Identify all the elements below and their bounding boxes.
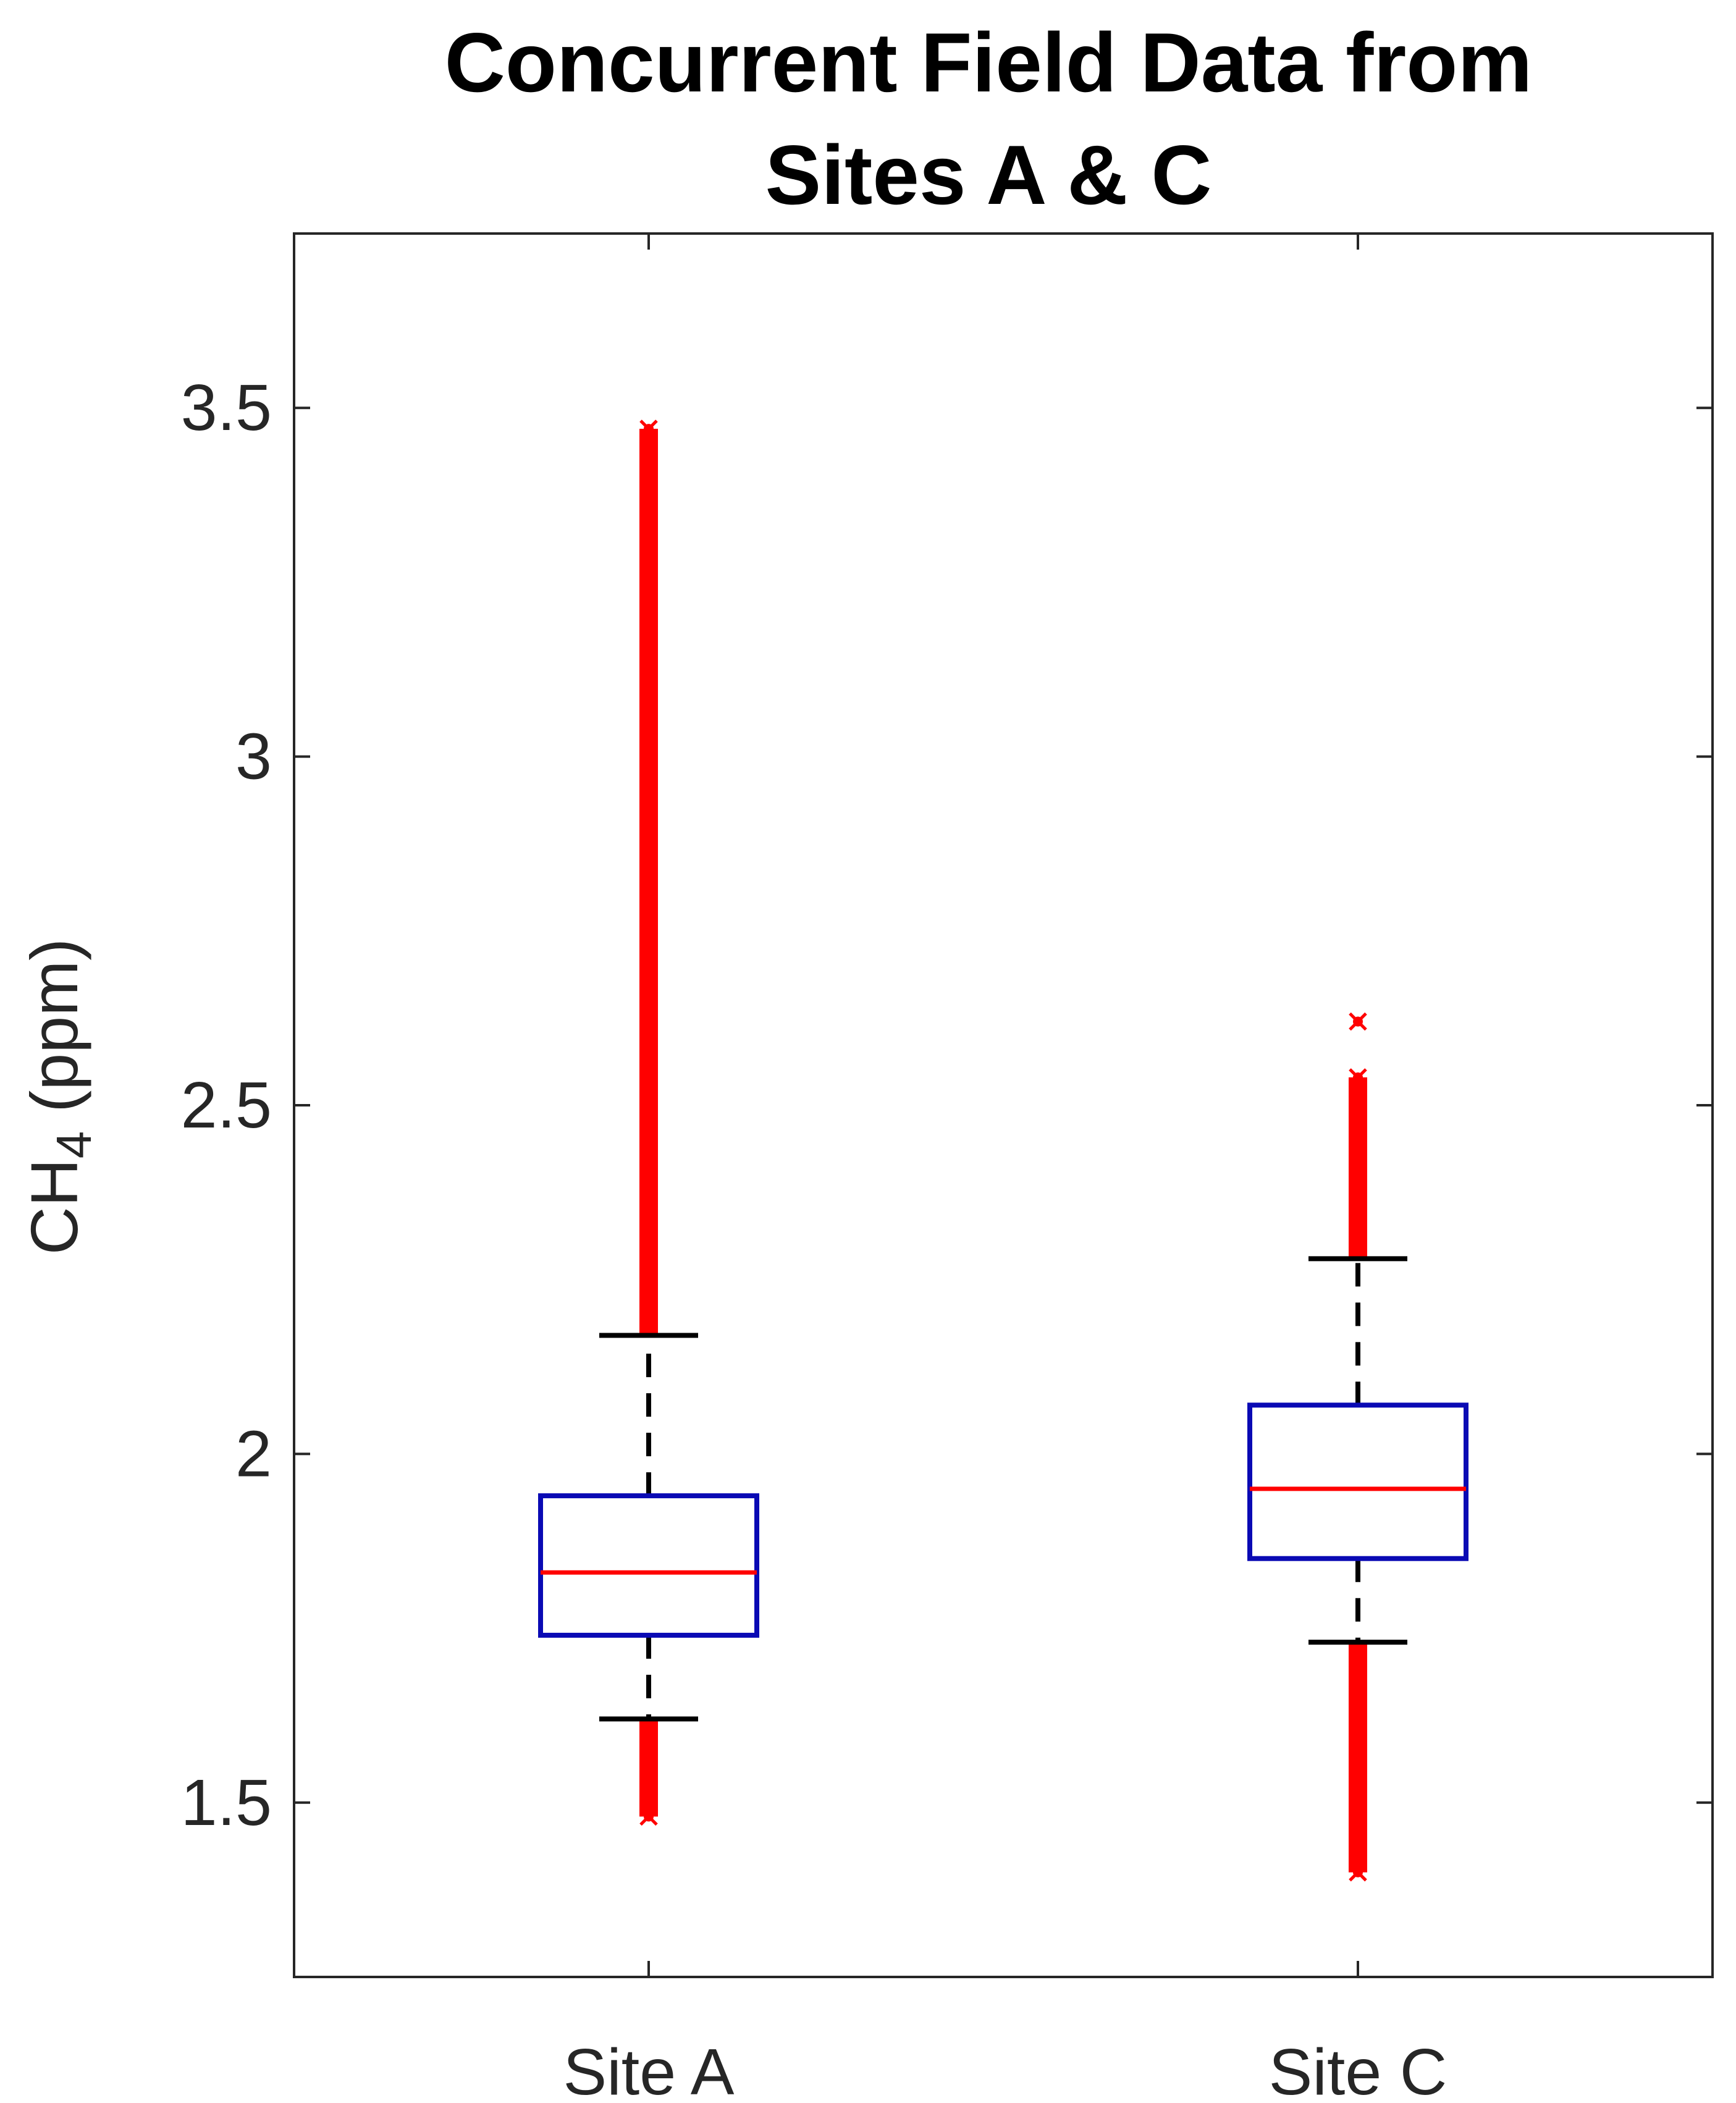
outlier-marker-dot — [1353, 1072, 1363, 1082]
outlier-marker — [639, 433, 658, 452]
outlier-marker-dot — [644, 424, 654, 434]
outlier-marker — [639, 768, 658, 787]
outlier-cloud-low — [639, 1719, 658, 1817]
outlier-marker-dot — [644, 493, 654, 504]
outlier-marker — [639, 489, 658, 508]
y-tick-label: 3 — [235, 720, 272, 793]
outlier-marker-dot — [1353, 1867, 1363, 1878]
outlier-marker — [639, 929, 658, 947]
y-tick-label: 3.5 — [181, 371, 272, 444]
outlier-marker — [639, 579, 658, 599]
plot-area — [538, 419, 1468, 1882]
outlier-marker — [1349, 1012, 1367, 1031]
outlier-marker-dot — [1353, 1763, 1363, 1773]
outlier-marker-dot — [644, 584, 654, 594]
outlier-marker — [1349, 1068, 1367, 1087]
outlier-marker-dot — [644, 933, 654, 943]
box-group-site-a — [538, 419, 759, 1826]
x-tick-label: Site A — [563, 2036, 735, 2103]
outlier-marker — [639, 615, 658, 633]
outlier-marker-dot — [644, 772, 654, 783]
outlier-marker-dot — [644, 619, 654, 630]
chart-title-line-1: Concurrent Field Data from — [445, 15, 1533, 109]
x-tick-label: Site C — [1269, 2036, 1447, 2103]
iqr-box — [538, 1493, 759, 1638]
outlier-marker-dot — [644, 563, 654, 573]
outlier-marker-dot — [644, 437, 654, 448]
y-axis-label-main: CH — [17, 1158, 91, 1255]
y-tick-label: 2 — [235, 1417, 272, 1490]
outlier-cloud-high — [1349, 1077, 1367, 1259]
outlier-marker — [1349, 1863, 1367, 1882]
outlier-marker — [639, 559, 658, 578]
y-axis-label-subscript: 4 — [46, 1131, 101, 1159]
outlier-marker — [639, 1807, 658, 1826]
iqr-box — [1247, 1402, 1468, 1561]
outlier-marker — [639, 419, 658, 438]
outlier-cloud-high — [639, 429, 658, 1336]
chart-title-line-2: Sites A & C — [765, 128, 1212, 222]
y-axis-label-suffix: (ppm) — [17, 938, 91, 1131]
outlier-marker-dot — [644, 605, 654, 615]
outlier-cloud-low — [1349, 1642, 1367, 1873]
y-tick-label: 1.5 — [181, 1766, 272, 1839]
outlier-marker-dot — [644, 528, 654, 539]
y-tick-label: 2.5 — [181, 1069, 272, 1142]
box-group-site-c — [1247, 1012, 1468, 1882]
outlier-marker — [639, 601, 658, 620]
outlier-marker — [1349, 1758, 1367, 1777]
axes-frame — [293, 232, 1714, 1978]
axis-ticks: 1.5 2 2.5 3 3.5 Site A Site C — [181, 234, 1713, 2103]
outlier-marker-dot — [644, 723, 654, 734]
outlier-marker-dot — [644, 1811, 654, 1822]
chart-title: Concurrent Field Data from Sites A & C — [445, 15, 1533, 222]
outlier-marker — [639, 719, 658, 738]
y-axis-label-text: CH4 (ppm) — [17, 938, 101, 1255]
y-axis-label: CH4 (ppm) — [17, 938, 101, 1255]
outlier-marker-dot — [1353, 1016, 1363, 1027]
outlier-marker — [639, 524, 658, 543]
